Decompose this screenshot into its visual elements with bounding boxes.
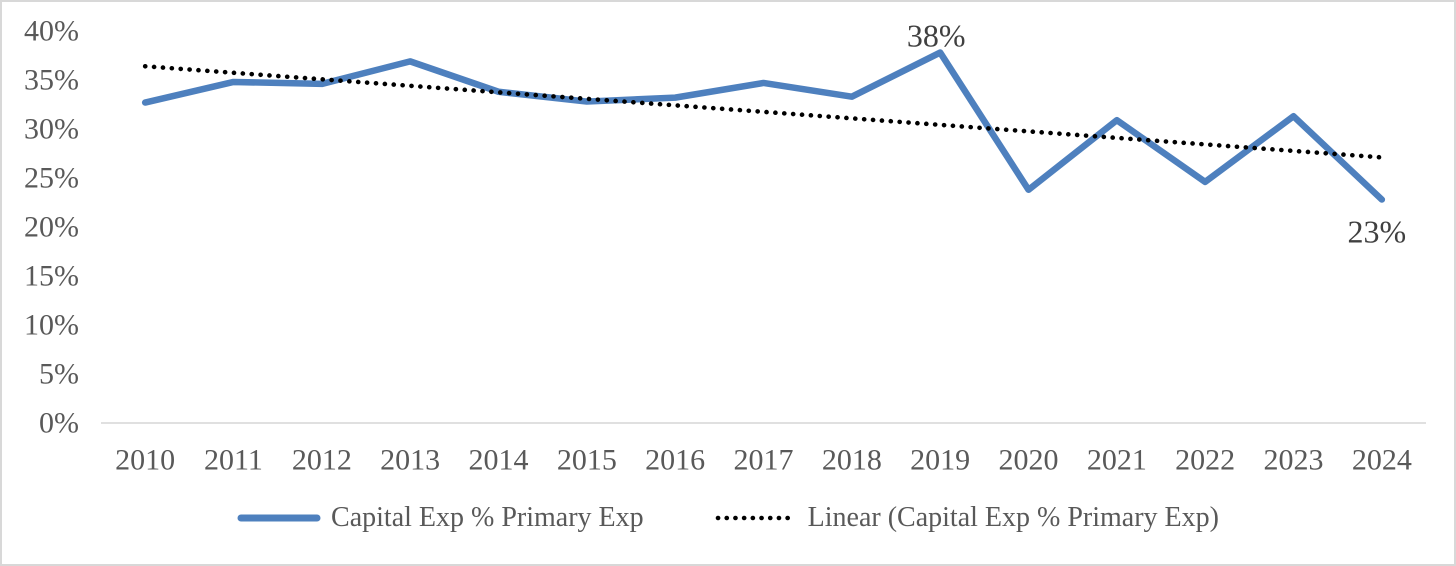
- line-chart-plot: 0% 5% 10% 15% 20% 25% 30% 35% 40% 2010 2011 2012 201…: [24, 15, 1426, 477]
- y-axis-tick-label: 5%: [39, 358, 79, 391]
- x-axis-tick-label: 2019: [910, 444, 970, 477]
- y-axis-tick-label: 0%: [39, 407, 79, 440]
- data-point-label: 23%: [1348, 214, 1407, 250]
- legend-item-series: Capital Exp % Primary Exp: [237, 502, 644, 534]
- y-axis-tick-label: 20%: [24, 211, 79, 244]
- x-axis-tick-label: 2020: [999, 444, 1059, 477]
- y-axis-tick-label: 15%: [24, 260, 79, 293]
- x-axis-tick-label: 2013: [380, 444, 440, 477]
- x-axis-tick-label: 2016: [645, 444, 705, 477]
- solid-line-swatch-icon: [237, 514, 321, 522]
- legend-label-trendline: Linear (Capital Exp % Primary Exp): [807, 502, 1219, 533]
- x-axis-tick-label: 2012: [292, 444, 352, 477]
- legend-item-trendline: Linear (Capital Exp % Primary Exp): [714, 502, 1219, 534]
- chart-legend: Capital Exp % Primary Exp Linear (Capita…: [2, 502, 1454, 534]
- x-axis-tick-label: 2017: [734, 444, 794, 477]
- x-axis-tick-label: 2011: [204, 444, 263, 477]
- y-axis-tick-label: 10%: [24, 309, 79, 342]
- x-axis-tick-label: 2023: [1264, 444, 1324, 477]
- x-axis-tick-label: 2014: [469, 444, 529, 477]
- trendline-dotted: [142, 63, 1385, 160]
- x-axis-tick-label: 2010: [115, 444, 175, 477]
- data-series-line: [141, 49, 1386, 203]
- dotted-line-swatch-icon: [715, 515, 798, 521]
- y-axis-tick-label: 30%: [24, 113, 79, 146]
- x-axis-tick-label: 2022: [1175, 444, 1235, 477]
- y-axis-tick-label: 35%: [24, 64, 79, 97]
- y-axis-tick-label: 25%: [24, 162, 79, 195]
- legend-label-series: Capital Exp % Primary Exp: [331, 502, 644, 533]
- x-axis-tick-label: 2015: [557, 444, 617, 477]
- data-point-label: 38%: [907, 18, 966, 54]
- y-axis-tick-label: 40%: [24, 15, 79, 48]
- x-axis-tick-label: 2018: [822, 444, 882, 477]
- x-axis-tick-label: 2021: [1087, 444, 1147, 477]
- x-axis-tick-label: 2024: [1352, 444, 1412, 477]
